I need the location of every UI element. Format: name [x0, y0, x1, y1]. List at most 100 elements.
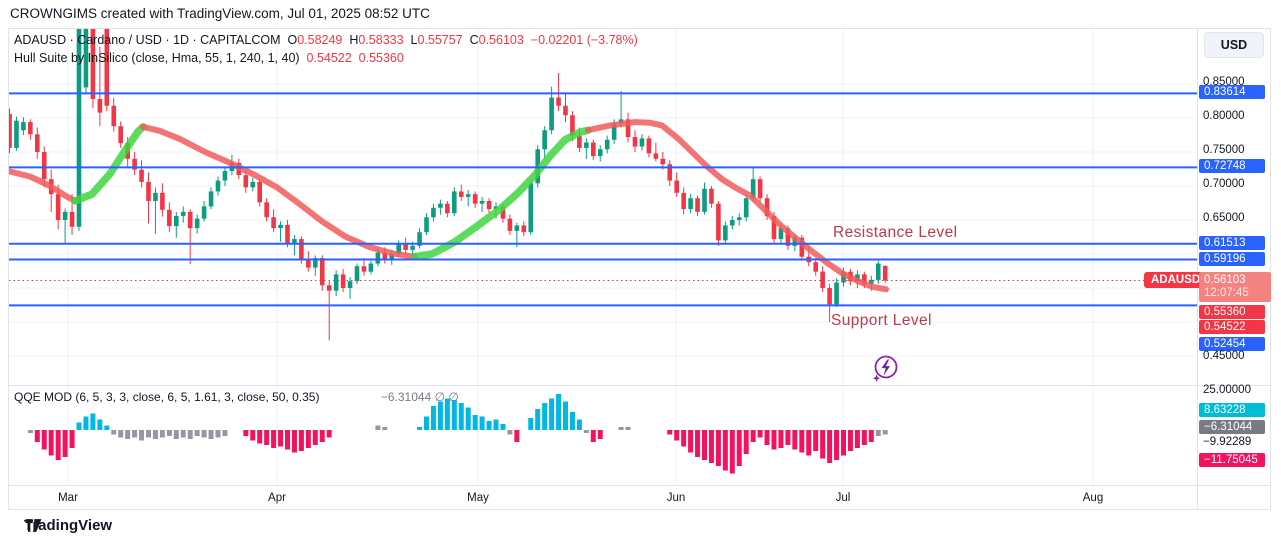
- qqe-histogram-bar: [69, 430, 75, 448]
- qqe-value: −6.31044: [380, 390, 432, 404]
- candle-body: [479, 200, 485, 204]
- axis-price-badge: 0.55360: [1199, 305, 1265, 319]
- main-price-pane[interactable]: [9, 29, 1197, 385]
- candle-body: [187, 211, 193, 229]
- candle-body: [97, 98, 103, 113]
- qqe-histogram-bar: [285, 430, 290, 450]
- qqe-histogram-bar: [569, 412, 575, 430]
- qqe-mod-legend[interactable]: QQE MOD (6, 5, 3, 3, close, 6, 5, 1.61, …: [14, 390, 459, 404]
- currency-toggle-button[interactable]: USD: [1204, 32, 1264, 58]
- hull-suite-legend[interactable]: Hull Suite by InSilico (close, Hma, 55, …: [14, 51, 404, 65]
- candle-body: [438, 203, 443, 208]
- qqe-histogram-bar: [55, 430, 61, 460]
- qqe-histogram-bar: [813, 430, 819, 451]
- qqe-histogram-bar: [722, 430, 728, 471]
- candle-body: [264, 202, 269, 218]
- qqe-histogram-bar: [104, 425, 110, 430]
- qqe-histogram-bar: [76, 422, 82, 430]
- change-value: −0.02201 (−3.78%): [530, 33, 638, 47]
- tradingview-logo[interactable]: TradingView: [24, 517, 112, 534]
- qqe-empty-markers: ∅ ∅: [434, 390, 459, 404]
- candle-body: [764, 198, 770, 216]
- qqe-histogram-bar: [750, 430, 756, 442]
- symbol-title: ADAUSD · Cardano / USD · 1D · CAPITALCOM: [14, 33, 281, 47]
- candle-body: [167, 209, 172, 227]
- candle-body: [139, 169, 144, 182]
- qqe-histogram-bar: [48, 430, 54, 456]
- candle-body: [646, 138, 652, 154]
- ohlc-high-label: H: [349, 33, 359, 47]
- flash-emoji-icon[interactable]: [870, 353, 902, 385]
- candle-body: [570, 115, 575, 136]
- candle-body: [785, 228, 791, 246]
- time-axis-month-label: Jun: [666, 492, 686, 504]
- candle-body: [326, 285, 332, 291]
- qqe-histogram-bar: [41, 430, 47, 450]
- price-axis-separator: [1197, 28, 1198, 510]
- qqe-histogram-bar: [542, 403, 548, 430]
- candle-body: [299, 239, 304, 260]
- qqe-indicator-pane[interactable]: [9, 386, 1197, 485]
- pane-separator[interactable]: [8, 385, 1271, 386]
- axis-tick-label: 0.70000: [1203, 178, 1245, 190]
- axis-tick-label: 0.75000: [1203, 144, 1245, 156]
- qqe-histogram-bar: [34, 430, 40, 442]
- candle-body: [354, 266, 360, 282]
- candle-body: [834, 282, 839, 305]
- qqe-histogram-bar: [875, 430, 881, 436]
- axis-price-badge: 0.61513: [1199, 236, 1265, 250]
- candle-body: [674, 180, 679, 193]
- candle-body: [361, 266, 367, 272]
- candle-body: [556, 97, 561, 106]
- qqe-histogram-bar: [834, 430, 840, 460]
- qqe-histogram-bar: [479, 416, 485, 430]
- resistance-level-label[interactable]: Resistance Level: [833, 224, 958, 241]
- qqe-histogram-bar: [674, 430, 680, 441]
- qqe-histogram-bar: [493, 419, 499, 430]
- attribution-text: CROWNGIMS created with TradingView.com, …: [10, 6, 430, 21]
- candle-body: [215, 180, 221, 192]
- candle-body: [528, 183, 534, 233]
- symbol-legend[interactable]: ADAUSD · Cardano / USD · 1D · CAPITALCOM…: [14, 33, 638, 47]
- hull-ribbon-red: [585, 119, 889, 293]
- candle-body: [743, 198, 749, 218]
- candle-body: [28, 122, 33, 135]
- candle-body: [333, 274, 339, 291]
- candle-body: [799, 237, 805, 257]
- axis-price-badge: 0.59196: [1199, 252, 1265, 266]
- qqe-histogram-bar: [764, 430, 770, 445]
- tradingview-logo-text: TradingView: [24, 517, 113, 534]
- ohlc-high-value: 0.58333: [358, 33, 404, 47]
- qqe-histogram-bar: [250, 430, 256, 441]
- qqe-histogram-bar: [708, 430, 714, 463]
- candle-body: [424, 217, 429, 233]
- qqe-histogram-bar: [437, 401, 443, 430]
- candle-body: [604, 139, 610, 150]
- qqe-histogram-bar: [757, 430, 763, 438]
- qqe-histogram-bar: [528, 418, 534, 430]
- qqe-histogram-bar: [841, 430, 846, 456]
- qqe-histogram-bar: [159, 430, 165, 438]
- candle-body: [431, 207, 436, 218]
- qqe-histogram-bar: [430, 406, 436, 430]
- support-level-label[interactable]: Support Level: [831, 312, 932, 329]
- qqe-histogram-bar: [847, 430, 853, 451]
- qqe-histogram-bar: [146, 430, 151, 438]
- axis-price-badge: 8.63228: [1199, 403, 1265, 417]
- axis-price-badge: 0.72748: [1199, 159, 1265, 173]
- qqe-histogram-bar: [590, 430, 596, 442]
- qqe-histogram-bar: [417, 427, 423, 430]
- qqe-histogram-bar: [486, 421, 492, 430]
- qqe-histogram-bar: [827, 430, 833, 463]
- qqe-histogram-bar: [820, 430, 826, 459]
- axis-price-badge: 0.54522: [1199, 320, 1265, 334]
- qqe-histogram-bar: [298, 430, 304, 451]
- time-axis-month-label: Jul: [835, 492, 851, 504]
- candle-body: [104, 29, 110, 106]
- candle-body: [21, 122, 26, 131]
- candle-body: [514, 225, 520, 231]
- candle-body: [820, 271, 825, 288]
- qqe-histogram-bar: [83, 416, 89, 430]
- qqe-histogram-bar: [465, 407, 471, 430]
- candle-body: [445, 203, 450, 214]
